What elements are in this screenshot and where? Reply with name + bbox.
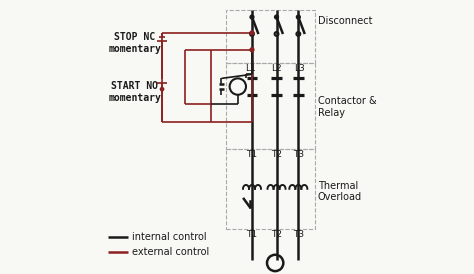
Text: T2: T2 [271,230,282,239]
Text: T3: T3 [293,150,304,159]
Text: L3: L3 [294,64,305,73]
Text: T1: T1 [246,150,257,159]
Bar [226,149,315,229]
Circle shape [296,15,300,19]
Text: T1: T1 [246,230,257,239]
Text: Contactor &
Relay: Contactor & Relay [318,96,376,118]
Bar [226,10,315,63]
Text: Thermal
Overload: Thermal Overload [318,181,362,202]
Text: T2: T2 [271,150,282,159]
Text: T3: T3 [293,230,304,239]
Circle shape [250,15,254,19]
Text: internal control: internal control [132,232,207,241]
Bar [226,63,315,149]
Text: L2: L2 [271,64,282,73]
Text: START NO
momentary: START NO momentary [109,81,161,103]
Circle shape [250,31,254,35]
Text: Disconnect: Disconnect [318,16,373,26]
Text: STOP NC
momentary: STOP NC momentary [109,32,161,54]
Text: L1: L1 [245,64,256,73]
Circle shape [274,15,278,19]
Circle shape [250,48,254,52]
Text: external control: external control [132,247,210,257]
